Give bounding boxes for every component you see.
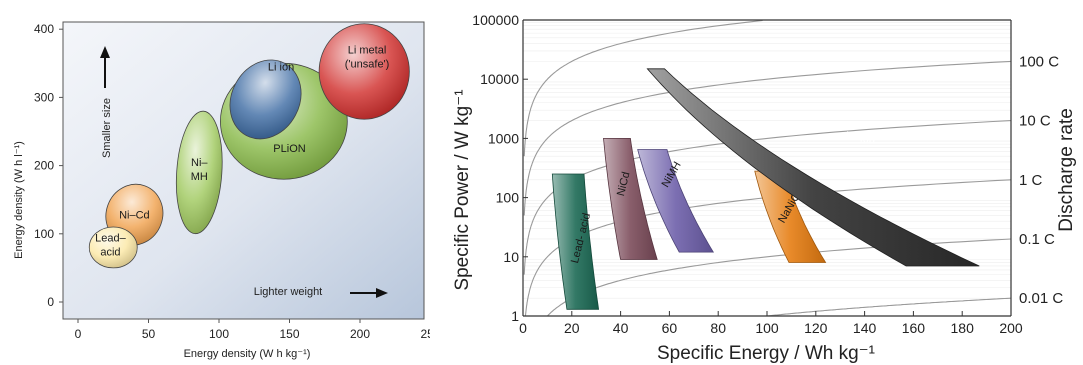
y-tick-label: 400 [34, 22, 54, 36]
left-chart: PLiON Li ion Li metal ('unsafe') Ni– MH Ni–Cd L… [13, 21, 430, 360]
y-tick-label: 100 [496, 190, 520, 206]
rate-curve [523, 120, 1012, 275]
rate-curve [524, 179, 1012, 317]
y-tick-label: 1 [511, 308, 519, 324]
rate-label: 0.1 C [1019, 231, 1055, 248]
x-tick-label: 40 [613, 320, 629, 336]
band-lead-acid [551, 173, 600, 310]
x-tick-label: 200 [999, 320, 1023, 336]
y-tick-label: 300 [34, 90, 54, 104]
rate-label: 1 C [1019, 172, 1043, 189]
band-nimh [637, 149, 715, 253]
right-arrow [350, 288, 388, 298]
secondary-axis-label: Discharge rate [1056, 108, 1077, 232]
right-arrow-label: Lighter weight [254, 286, 323, 298]
y-tick-label: 200 [34, 159, 54, 173]
y-tick-label: 100 [34, 227, 54, 241]
x-tick-label: 100 [755, 320, 779, 336]
x-tick-label: 140 [853, 320, 877, 336]
x-tick-label: 250 [420, 327, 430, 341]
band-nicd [603, 138, 658, 260]
x-tick-label: 100 [209, 327, 229, 341]
x-tick-label: 60 [662, 320, 678, 336]
y-tick-label: 10 [503, 249, 519, 265]
band-label-nicd: NiCd [615, 171, 633, 198]
x-tick-label: 80 [710, 320, 726, 336]
rate-label: 100 C [1019, 53, 1059, 70]
x-tick-label: 0 [519, 320, 527, 336]
x-tick-label: 150 [279, 327, 299, 341]
region-li-metal-unsafe [318, 23, 410, 120]
x-tick-label: 20 [564, 320, 580, 336]
x-tick-label: 200 [350, 327, 370, 341]
x-tick-label: 160 [902, 320, 926, 336]
x-tick-label: 180 [951, 320, 975, 336]
region-label-lead-acid: Lead– acid [95, 233, 126, 259]
rate-curve [523, 60, 1012, 216]
y-tick-label: 100000 [472, 12, 519, 28]
region-label-li-metal-unsafe: Li metal ('unsafe') [345, 44, 390, 70]
x-tick-label: 120 [804, 320, 828, 336]
region-li-ion [229, 59, 302, 140]
y-axis-label: Energy density (W h l⁻¹) [13, 141, 25, 259]
region-label-plion: PLiON [273, 143, 305, 155]
region-label-ni-cd: Ni–Cd [119, 210, 150, 222]
region-label-ni-mh: Ni– MH [191, 157, 209, 183]
region-lead-acid [88, 226, 138, 269]
region-label-li-ion: Li ion [268, 62, 294, 74]
y-tick-label: 1000 [488, 130, 519, 146]
rate-label: 0.01 C [1019, 290, 1063, 307]
region-ni-mh [175, 110, 223, 235]
y-tick-label: 0 [47, 295, 54, 309]
up-arrow-label: Smaller size [101, 98, 113, 158]
rate-curve [523, 19, 763, 157]
rate-label: 10 C [1019, 113, 1051, 130]
x-axis-label: Specific Energy / Wh kg⁻¹ [657, 343, 875, 364]
up-arrow [100, 46, 110, 88]
band-label-li-ion: Li- ion [844, 130, 876, 147]
x-axis-label: Energy density (W h kg⁻¹) [184, 348, 311, 360]
y-axis-label: Specific Power / W kg⁻¹ [452, 89, 473, 290]
x-tick-label: 50 [142, 327, 156, 341]
y-tick-label: 10000 [480, 71, 519, 87]
band-li-ion [646, 68, 980, 267]
x-tick-label: 0 [75, 327, 82, 341]
band-nanicl [754, 170, 827, 263]
rate-curve [766, 297, 1012, 317]
